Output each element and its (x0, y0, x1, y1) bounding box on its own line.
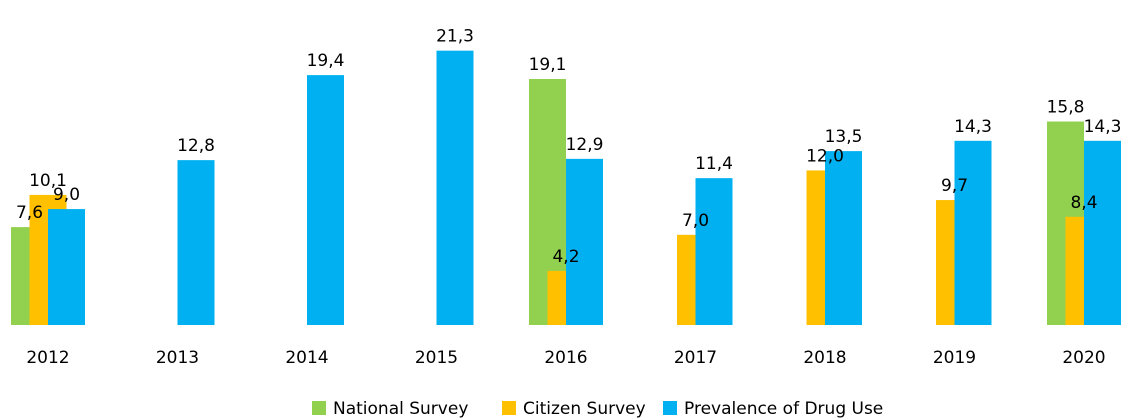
data-label: 10,1 (29, 171, 67, 191)
data-label: 12,9 (566, 135, 604, 155)
legend-swatch (502, 401, 516, 415)
bar (48, 209, 85, 325)
legend-swatch (312, 401, 326, 415)
data-label: 12,0 (806, 146, 844, 166)
x-tick-label: 2012 (26, 348, 69, 368)
bar (1084, 140, 1121, 325)
data-label: 8,4 (1070, 193, 1097, 213)
bar (436, 50, 474, 325)
x-tick-label: 2018 (803, 348, 846, 368)
x-tick-label: 2017 (674, 348, 717, 368)
bar (825, 151, 862, 325)
legend-swatch (663, 401, 677, 415)
data-label: 7,0 (682, 211, 709, 231)
data-label: 11,4 (695, 154, 733, 174)
data-label: 12,8 (177, 136, 215, 156)
data-label: 15,8 (1047, 97, 1085, 117)
data-label: 19,1 (529, 55, 567, 75)
data-label: 21,3 (436, 27, 474, 47)
bar (307, 75, 344, 326)
x-tick-label: 2014 (285, 348, 328, 368)
x-tick-label: 2015 (415, 348, 458, 368)
x-tick-label: 2020 (1062, 348, 1105, 368)
bar (566, 158, 603, 325)
data-label: 13,5 (825, 127, 863, 147)
data-label: 4,2 (552, 247, 579, 267)
bar (177, 160, 215, 325)
x-tick-label: 2019 (933, 348, 976, 368)
x-tick-label: 2013 (156, 348, 199, 368)
data-label: 19,4 (307, 51, 345, 71)
data-label: 7,6 (16, 203, 43, 223)
data-label: 14,3 (954, 117, 992, 137)
legend-label: Prevalence of Drug Use (684, 399, 883, 419)
x-tick-label: 2016 (544, 348, 587, 368)
bar (954, 140, 992, 325)
legend-label: National Survey (333, 399, 468, 419)
data-label: 9,0 (53, 185, 80, 205)
bar (695, 178, 733, 325)
data-label: 9,7 (941, 176, 968, 196)
legend-label: Citizen Survey (523, 399, 646, 419)
data-label: 14,3 (1084, 117, 1122, 137)
